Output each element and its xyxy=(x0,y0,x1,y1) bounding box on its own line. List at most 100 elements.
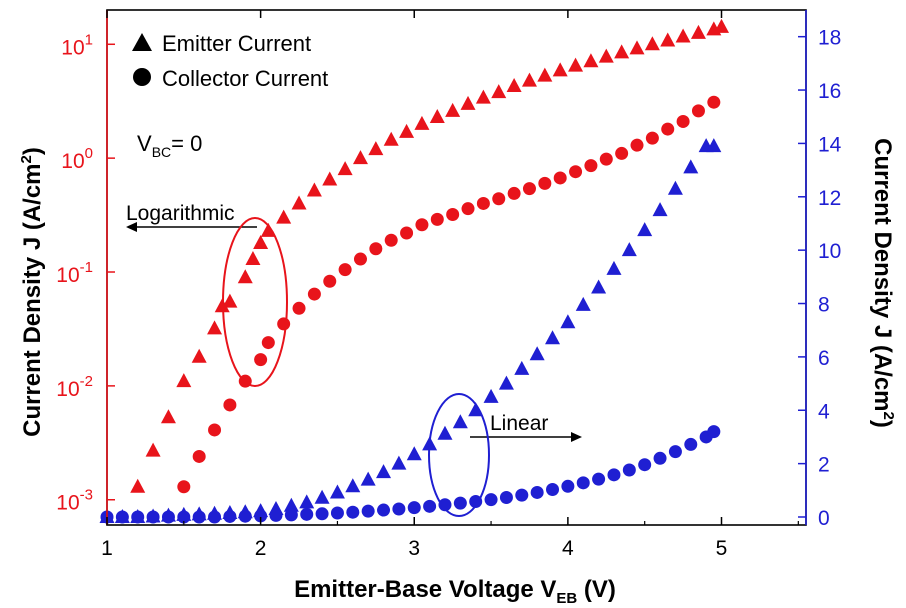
data-point-circle xyxy=(653,451,667,465)
data-point-triangle xyxy=(414,115,430,130)
data-point-circle xyxy=(315,507,329,521)
data-point-triangle xyxy=(368,141,384,156)
data-point-triangle xyxy=(652,202,668,217)
data-point-circle xyxy=(192,449,206,463)
data-point-circle xyxy=(208,510,222,524)
data-point-triangle xyxy=(706,138,722,153)
data-point-circle xyxy=(507,186,521,200)
data-point-triangle xyxy=(191,348,207,363)
data-point-circle xyxy=(223,509,237,523)
data-point-circle xyxy=(423,499,437,513)
right-tick-label: 0 xyxy=(818,507,830,530)
data-point-circle xyxy=(292,301,306,315)
data-point-triangle xyxy=(237,269,253,284)
data-point-circle xyxy=(499,491,513,505)
data-point-circle xyxy=(177,510,191,524)
data-point-triangle xyxy=(644,36,660,51)
data-point-circle xyxy=(461,202,475,216)
data-point-triangle xyxy=(690,24,706,39)
data-point-circle xyxy=(515,488,529,502)
data-point-circle xyxy=(254,509,268,523)
data-point-circle xyxy=(576,476,590,490)
legend-triangle-marker xyxy=(132,33,152,51)
data-point-circle xyxy=(546,483,560,497)
right-tick-label: 16 xyxy=(818,80,841,103)
data-point-triangle xyxy=(583,53,599,68)
data-point-circle xyxy=(261,336,275,350)
data-point-triangle xyxy=(475,89,491,104)
data-point-circle xyxy=(676,114,690,128)
data-marks xyxy=(99,18,730,524)
data-point-triangle xyxy=(306,182,322,197)
data-point-triangle xyxy=(568,57,584,72)
data-point-circle xyxy=(561,479,575,493)
data-point-triangle xyxy=(621,242,637,257)
data-point-triangle xyxy=(660,32,676,47)
data-point-circle xyxy=(599,152,613,166)
data-point-triangle xyxy=(545,330,561,345)
data-point-triangle xyxy=(529,346,545,361)
legend: Emitter Current Collector Current xyxy=(132,31,328,91)
data-point-triangle xyxy=(222,293,238,308)
data-point-circle xyxy=(369,242,383,256)
data-point-circle xyxy=(622,463,636,477)
data-point-circle xyxy=(484,493,498,507)
data-point-triangle xyxy=(383,131,399,146)
data-point-triangle xyxy=(322,171,338,186)
data-point-triangle xyxy=(429,108,445,123)
data-point-circle xyxy=(384,233,398,247)
data-point-triangle xyxy=(299,494,315,509)
data-point-circle xyxy=(407,501,421,515)
data-point-circle xyxy=(530,485,544,499)
data-point-triangle xyxy=(260,222,276,237)
right-tick-label: 12 xyxy=(818,187,841,210)
data-point-circle xyxy=(400,226,414,240)
data-point-triangle xyxy=(437,425,453,440)
data-point-triangle xyxy=(591,279,607,294)
data-point-circle xyxy=(284,508,298,522)
data-point-triangle xyxy=(399,123,415,138)
data-point-triangle xyxy=(245,251,261,266)
data-point-circle xyxy=(492,192,506,206)
data-point-triangle xyxy=(145,442,161,457)
linear-arrow-head xyxy=(571,432,582,442)
data-point-circle xyxy=(438,498,452,512)
data-point-triangle xyxy=(337,161,353,176)
data-point-circle xyxy=(361,504,375,518)
data-point-circle xyxy=(353,252,367,266)
x-tick-label: 4 xyxy=(562,537,574,560)
data-point-circle xyxy=(115,510,129,524)
logarithmic-label: Logarithmic xyxy=(126,202,235,225)
data-point-circle xyxy=(668,445,682,459)
vbc-annotation: VBC= 0 xyxy=(137,131,202,160)
data-point-triangle xyxy=(629,40,645,55)
x-tick-label: 1 xyxy=(101,537,113,560)
data-point-triangle xyxy=(253,234,269,249)
data-point-circle xyxy=(661,122,675,136)
data-point-circle xyxy=(269,508,283,522)
x-tick-label: 5 xyxy=(716,537,728,560)
data-point-triangle xyxy=(514,360,530,375)
legend-circle-marker xyxy=(133,68,151,86)
data-point-circle xyxy=(684,437,698,451)
data-point-triangle xyxy=(606,260,622,275)
data-point-triangle xyxy=(498,375,514,390)
data-point-circle xyxy=(569,165,583,179)
data-point-triangle xyxy=(176,373,192,388)
data-point-triangle xyxy=(406,446,422,461)
data-point-triangle xyxy=(130,478,146,493)
data-point-triangle xyxy=(460,95,476,110)
data-point-triangle xyxy=(352,150,368,165)
data-point-triangle xyxy=(667,180,683,195)
data-point-triangle xyxy=(445,102,461,117)
left-tick-label: 10-2 xyxy=(56,373,93,401)
data-point-triangle xyxy=(614,44,630,59)
data-point-circle xyxy=(476,196,490,210)
data-point-triangle xyxy=(506,78,522,93)
linear-ellipse xyxy=(428,393,490,517)
legend-label-emitter: Emitter Current xyxy=(162,31,311,56)
data-point-triangle xyxy=(291,195,307,210)
data-point-circle xyxy=(607,468,621,482)
data-point-triangle xyxy=(598,48,614,63)
